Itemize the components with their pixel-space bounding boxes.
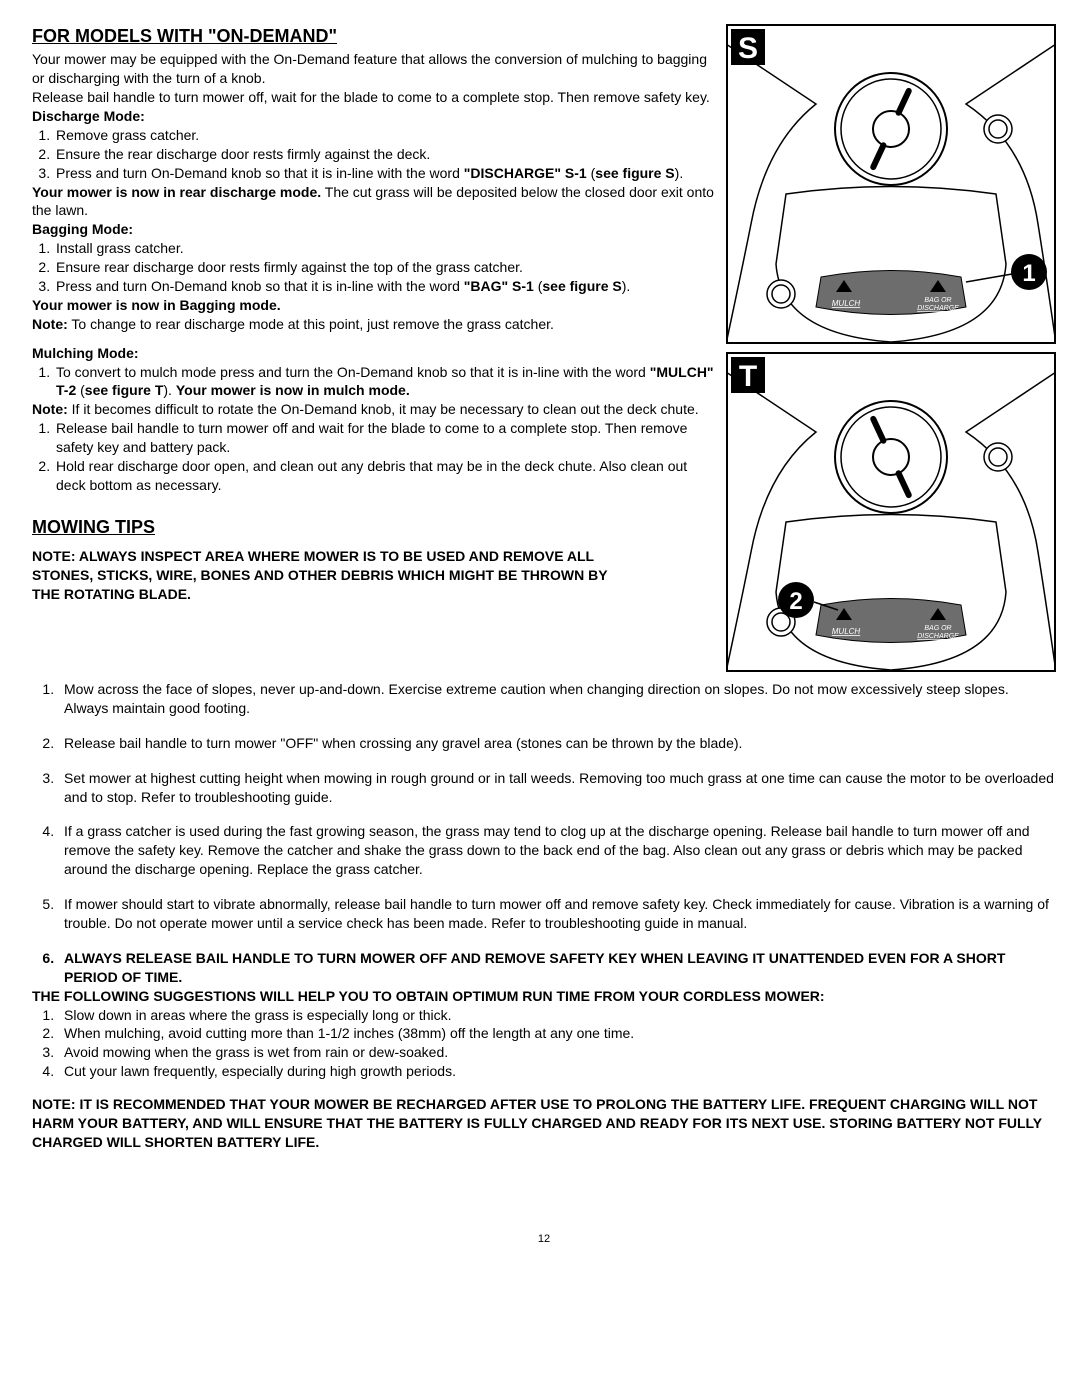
text: ( (76, 382, 85, 398)
svg-text:DISCHARGE: DISCHARGE (917, 305, 959, 312)
list-item: Press and turn On-Demand knob so that it… (54, 164, 718, 183)
text: To change to rear discharge mode at this… (68, 316, 554, 332)
text: ). (622, 278, 631, 294)
list-item: Slow down in areas where the grass is es… (58, 1006, 1056, 1025)
text: "DISCHARGE" S-1 (464, 165, 587, 181)
suggestions-heading: THE FOLLOWING SUGGESTIONS WILL HELP YOU … (32, 987, 1056, 1006)
list-item: Hold rear discharge door open, and clean… (54, 457, 718, 495)
list-item: When mulching, avoid cutting more than 1… (58, 1024, 1056, 1043)
svg-text:MULCH: MULCH (832, 299, 861, 308)
text: Note: (32, 401, 68, 417)
text: ). (675, 165, 684, 181)
figure-s: MULCH BAG OR DISCHARGE S 1 (726, 24, 1056, 344)
list-item: Ensure rear discharge door rests firmly … (54, 258, 718, 277)
list-item: Release bail handle to turn mower off an… (54, 419, 718, 457)
final-note: NOTE: IT IS RECOMMENDED THAT YOUR MOWER … (32, 1095, 1056, 1152)
page-number: 12 (32, 1232, 1056, 1247)
discharge-list: Remove grass catcher. Ensure the rear di… (32, 126, 718, 183)
section-title-mowing-tips: MOWING TIPS (32, 515, 718, 539)
svg-text:1: 1 (1022, 260, 1035, 287)
list-item: If a grass catcher is used during the fa… (58, 822, 1056, 879)
mowing-tips-list: Mow across the face of slopes, never up-… (32, 680, 1056, 987)
list-item: Avoid mowing when the grass is wet from … (58, 1043, 1056, 1062)
text: Your mower is now in mulch mode. (176, 382, 410, 398)
svg-text:BAG OR: BAG OR (924, 297, 951, 304)
list-item: If mower should start to vibrate abnorma… (58, 895, 1056, 933)
list-item: Remove grass catcher. (54, 126, 718, 145)
text: Press and turn On-Demand knob so that it… (56, 278, 464, 294)
intro-para-1: Your mower may be equipped with the On-D… (32, 50, 718, 88)
figure-t: MULCH BAG OR DISCHARGE T 2 (726, 352, 1056, 672)
svg-text:MULCH: MULCH (832, 627, 861, 636)
svg-text:2: 2 (789, 588, 802, 615)
list-item: To convert to mulch mode press and turn … (54, 363, 718, 401)
bagging-after2: Note: To change to rear discharge mode a… (32, 315, 718, 334)
section-title-on-demand: FOR MODELS WITH "ON-DEMAND" (32, 24, 718, 48)
text: see figure T (85, 382, 164, 398)
list-item: Mow across the face of slopes, never up-… (58, 680, 1056, 718)
text: To convert to mulch mode press and turn … (56, 364, 650, 380)
mulching-note: Note: If it becomes difficult to rotate … (32, 400, 718, 419)
mowing-warning: NOTE: ALWAYS INSPECT AREA WHERE MOWER IS… (32, 547, 622, 604)
discharge-after: Your mower is now in rear discharge mode… (32, 183, 718, 221)
bagging-list: Install grass catcher. Ensure rear disch… (32, 239, 718, 296)
svg-text:S: S (738, 32, 758, 65)
mulching-heading: Mulching Mode: (32, 344, 718, 363)
text: Your mower is now in rear discharge mode… (32, 184, 321, 200)
text: ( (587, 165, 596, 181)
text: see figure S (595, 165, 674, 181)
text: ). (163, 382, 175, 398)
bagging-after1: Your mower is now in Bagging mode. (32, 296, 718, 315)
list-item: Ensure the rear discharge door rests fir… (54, 145, 718, 164)
text: Press and turn On-Demand knob so that it… (56, 165, 464, 181)
list-item: Cut your lawn frequently, especially dur… (58, 1062, 1056, 1081)
bagging-heading: Bagging Mode: (32, 220, 718, 239)
suggestions-list: Slow down in areas where the grass is es… (32, 1006, 1056, 1082)
intro-para-2: Release bail handle to turn mower off, w… (32, 88, 718, 107)
list-item: ALWAYS RELEASE BAIL HANDLE TO TURN MOWER… (58, 949, 1056, 987)
svg-text:BAG OR: BAG OR (924, 625, 951, 632)
text: If it becomes difficult to rotate the On… (68, 401, 699, 417)
list-item: Press and turn On-Demand knob so that it… (54, 277, 718, 296)
list-item: Install grass catcher. (54, 239, 718, 258)
svg-text:T: T (739, 360, 757, 393)
list-item: Set mower at highest cutting height when… (58, 769, 1056, 807)
mulching-steps: Release bail handle to turn mower off an… (32, 419, 718, 495)
text: Note: (32, 316, 68, 332)
mulching-list: To convert to mulch mode press and turn … (32, 363, 718, 401)
list-item: Release bail handle to turn mower "OFF" … (58, 734, 1056, 753)
text: see figure S (542, 278, 621, 294)
discharge-heading: Discharge Mode: (32, 107, 718, 126)
text: "BAG" S-1 (464, 278, 534, 294)
svg-text:DISCHARGE: DISCHARGE (917, 633, 959, 640)
